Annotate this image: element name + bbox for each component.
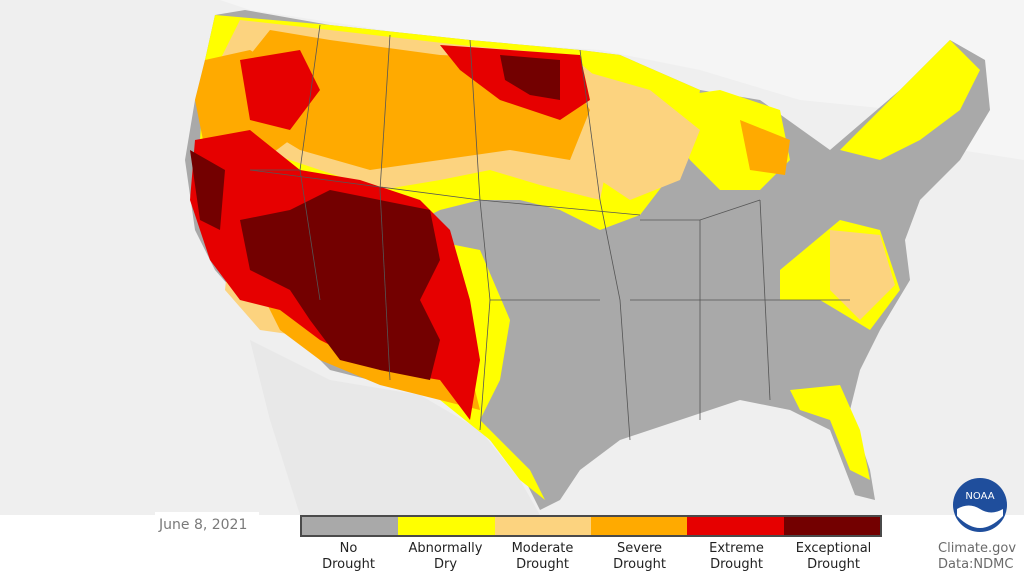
drought-map (0, 0, 1024, 515)
severe-michigan (740, 120, 790, 175)
legend-swatch-moderate (494, 517, 591, 535)
state-lines (249, 24, 850, 441)
map-date: June 8, 2021 (155, 512, 259, 538)
legend-swatch-exceptional (783, 517, 880, 535)
legend-swatch-extreme (687, 517, 784, 535)
credit-text: Climate.gov Data:NDMC (938, 541, 1017, 572)
legend-label-severe: Severe Drought (613, 541, 666, 572)
extreme-northwest (240, 50, 320, 130)
moderate-mid-atlantic (830, 230, 895, 320)
exceptional-dakota (500, 55, 560, 100)
legend-swatch-severe (590, 517, 688, 535)
us-drought-map-svg (0, 0, 1024, 515)
exceptional-southwest (240, 190, 440, 380)
moderate-midwest (580, 70, 700, 200)
legend-swatch-abnormally-dry (398, 517, 495, 535)
canada-land (0, 0, 1024, 160)
dry-southeast (790, 385, 870, 480)
noaa-logo-text: NOAA (965, 491, 994, 502)
legend-labels: No Drought Abnormally Dry Moderate Droug… (300, 541, 882, 573)
legend-label-abnormally-dry: Abnormally Dry (408, 541, 483, 572)
noaa-logo: NOAA (951, 476, 1009, 534)
legend-label-moderate: Moderate Drought (511, 541, 574, 572)
legend-label-no-drought: No Drought (322, 541, 375, 572)
exceptional-california (190, 150, 225, 230)
legend-label-extreme: Extreme Drought (709, 541, 764, 572)
dry-northeast (840, 40, 980, 160)
legend-swatch-no-drought (302, 517, 399, 535)
mexico-land (250, 340, 540, 515)
legend-color-bar (300, 515, 882, 537)
legend-label-exceptional: Exceptional Drought (795, 541, 872, 572)
